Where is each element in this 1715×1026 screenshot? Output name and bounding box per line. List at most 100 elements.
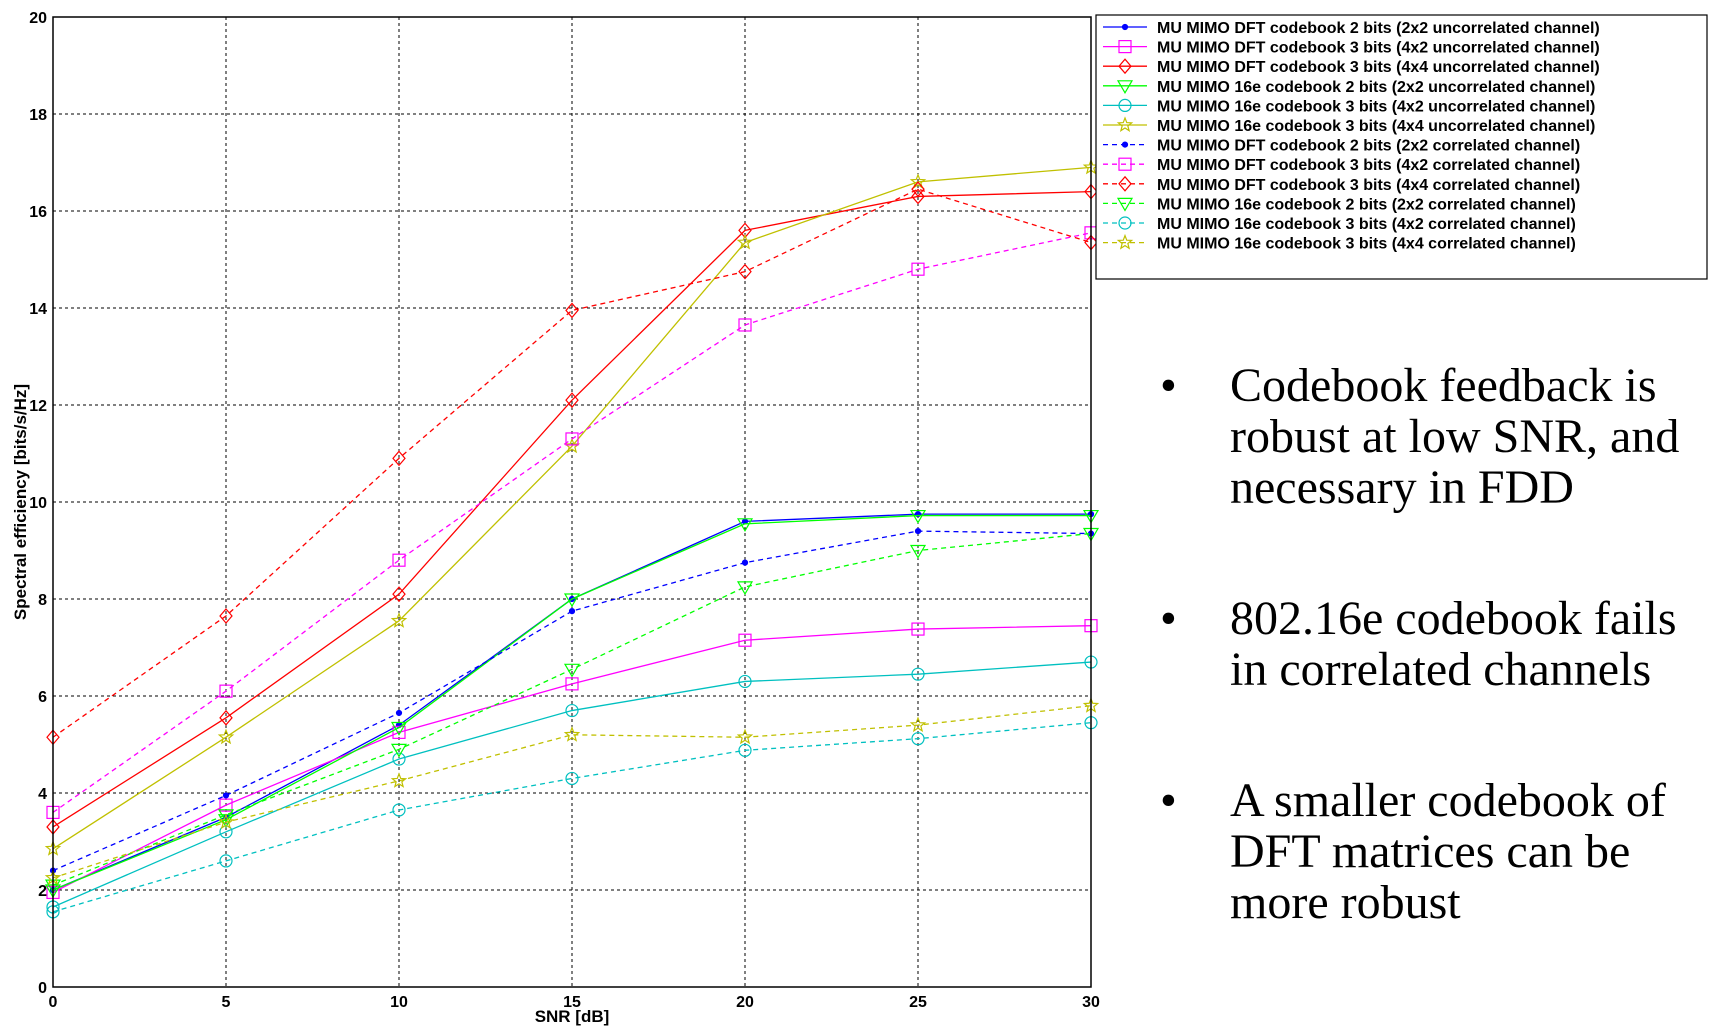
data-point: [911, 188, 925, 205]
y-axis-label: Spectral efficiency [bits/s/Hz]: [11, 384, 30, 620]
data-point: [738, 222, 752, 239]
data-point: [738, 318, 752, 332]
bullet-text: 802.16e codebook fails in correlated cha…: [1230, 592, 1677, 696]
series-9: [46, 181, 1098, 746]
legend-entry: MU MIMO DFT codebook 2 bits (2x2 correla…: [1103, 138, 1580, 155]
legend-marker: [1118, 157, 1132, 171]
data-point: [392, 752, 406, 766]
legend-label: MU MIMO DFT codebook 2 bits (2x2 uncorre…: [1157, 20, 1600, 37]
x-tick-label: 25: [909, 994, 927, 1011]
series-line: [52, 532, 1092, 886]
legend-marker: [1116, 233, 1134, 250]
data-point: [565, 302, 579, 319]
legend-marker: [1116, 80, 1134, 94]
bullet-text: A smaller codebook of DFT matrices can b…: [1230, 774, 1666, 929]
y-tick-label: 0: [38, 980, 47, 997]
legend-label: MU MIMO DFT codebook 3 bits (4x4 correla…: [1157, 177, 1580, 194]
x-axis-label: SNR [dB]: [535, 1007, 610, 1026]
data-point: [395, 709, 403, 717]
data-point: [219, 608, 233, 624]
data-point: [390, 721, 408, 736]
y-tick-label: 12: [29, 398, 47, 415]
data-point: [911, 622, 925, 636]
bullet-text: Codebook feedback is robust at low SNR, …: [1230, 359, 1680, 514]
y-tick-label: 16: [29, 204, 47, 221]
data-point: [563, 663, 581, 678]
x-tick-label: 20: [736, 994, 754, 1011]
legend-marker: [1116, 197, 1134, 212]
data-point: [390, 743, 408, 758]
plot-frame: [52, 16, 1092, 988]
y-tick-label: 18: [29, 107, 47, 124]
bullet-list: • Codebook feedback is robust at low SNR,…: [1130, 360, 1715, 1008]
data-point: [909, 544, 927, 559]
legend-label: MU MIMO DFT codebook 2 bits (2x2 correla…: [1157, 138, 1580, 155]
series-line: [52, 722, 1092, 913]
data-point: [909, 173, 927, 189]
legend-entry: MU MIMO DFT codebook 2 bits (2x2 uncorre…: [1103, 20, 1600, 37]
bullet-item: • Codebook feedback is robust at low SNR,…: [1130, 360, 1715, 513]
data-point: [738, 263, 752, 280]
data-point: [219, 684, 233, 698]
series-lines: [44, 158, 1100, 919]
data-point: [392, 803, 406, 817]
bullet-dot: •: [1160, 359, 1177, 412]
series-line: [52, 232, 1092, 813]
data-point: [563, 726, 581, 742]
series-line: [52, 188, 1092, 738]
grid-lines: [53, 17, 1091, 987]
legend-marker: [1118, 175, 1132, 192]
legend-label: MU MIMO 16e codebook 3 bits (4x4 uncorre…: [1157, 118, 1595, 135]
x-tick-label: 15: [563, 994, 581, 1011]
data-point: [219, 709, 233, 726]
data-point: [217, 728, 235, 745]
legend-entry: MU MIMO DFT codebook 3 bits (4x4 correla…: [1103, 175, 1580, 194]
data-point: [914, 528, 922, 535]
legend-marker: [1118, 58, 1132, 75]
legend-marker: [1121, 23, 1129, 31]
data-point: [568, 608, 576, 615]
legend-marker: [1118, 98, 1132, 113]
legend-label: MU MIMO DFT codebook 3 bits (4x2 uncorre…: [1157, 40, 1600, 57]
data-point: [392, 725, 406, 739]
y-tick-labels: 0 2 4 6 8 10 12 14 16 18 20: [29, 10, 47, 997]
data-point: [219, 854, 233, 868]
legend-entry: MU MIMO 16e codebook 2 bits (2x2 uncorre…: [1103, 79, 1595, 96]
data-point: [911, 181, 925, 198]
data-point: [565, 677, 579, 691]
legend-box: [1095, 14, 1708, 280]
data-point: [911, 732, 925, 746]
x-tick-label: 5: [222, 994, 231, 1011]
data-point: [738, 743, 752, 757]
data-point: [741, 559, 749, 566]
y-tick-label: 10: [29, 495, 47, 512]
data-point: [390, 772, 408, 788]
data-point: [911, 667, 925, 681]
data-point: [392, 450, 406, 467]
y-tick-label: 4: [38, 786, 47, 803]
bullet-dot: •: [1160, 774, 1177, 827]
legend-entry: MU MIMO 16e codebook 2 bits (2x2 correla…: [1103, 196, 1576, 213]
legend-marker: [1118, 216, 1132, 230]
data-point: [222, 792, 230, 799]
x-tick-label: 0: [49, 994, 58, 1011]
y-tick-label: 14: [29, 301, 47, 318]
legend-entry: MU MIMO 16e codebook 3 bits (4x4 correla…: [1103, 233, 1576, 253]
legend-label: MU MIMO 16e codebook 2 bits (2x2 correla…: [1157, 196, 1576, 213]
series-line: [52, 625, 1092, 894]
legend-entry: MU MIMO DFT codebook 3 bits (4x2 uncorre…: [1103, 40, 1600, 57]
data-point: [738, 674, 752, 689]
data-point: [911, 262, 925, 276]
data-point: [909, 509, 927, 524]
legend-entry: MU MIMO DFT codebook 3 bits (4x2 correla…: [1103, 157, 1580, 174]
y-tick-label: 8: [38, 592, 47, 609]
data-point: [565, 771, 579, 786]
data-point: [565, 432, 579, 446]
x-tick-labels: 0 5 10 15 20 25 30: [49, 994, 1100, 1011]
data-point: [736, 728, 754, 745]
legend-marker: [1121, 141, 1129, 148]
legend-label: MU MIMO 16e codebook 3 bits (4x2 uncorre…: [1157, 98, 1595, 115]
data-point: [217, 813, 235, 830]
legend-label: MU MIMO 16e codebook 2 bits (2x2 uncorre…: [1157, 79, 1595, 96]
